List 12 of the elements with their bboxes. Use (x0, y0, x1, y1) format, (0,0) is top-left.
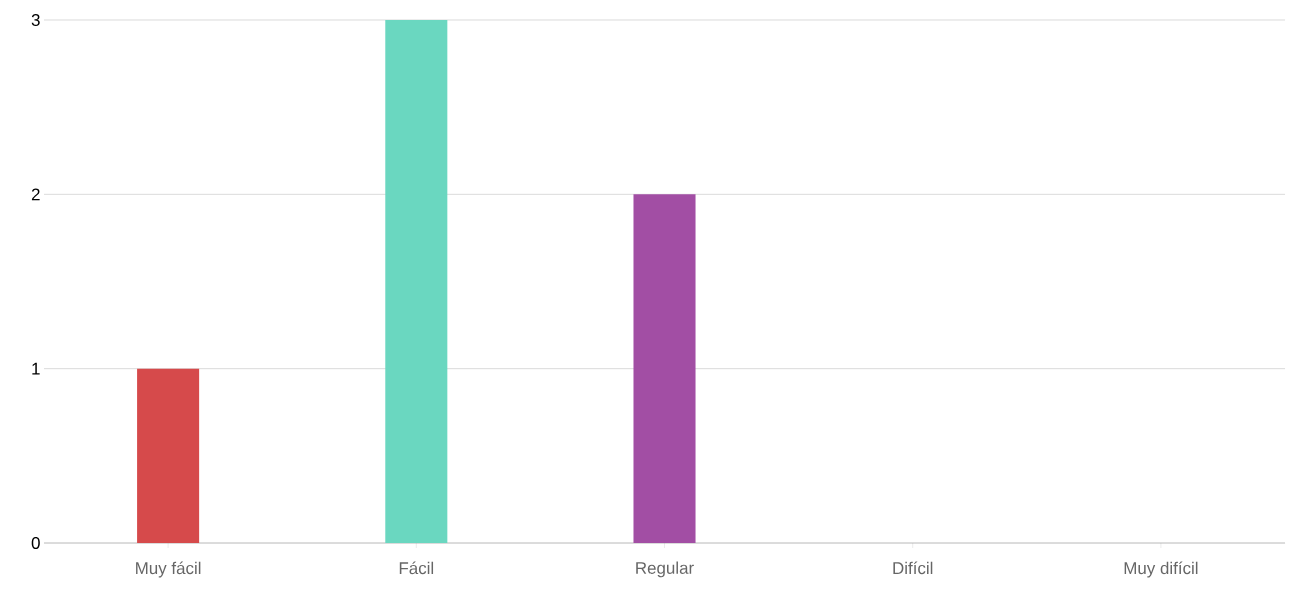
x-tick-label: Fácil (399, 561, 434, 575)
x-tick-label: Difícil (893, 561, 933, 575)
x-tick-label: Muy difícil (1124, 561, 1198, 578)
y-tick-label: 3 (31, 14, 40, 26)
x-tick-label: Regular (636, 561, 694, 578)
y-tick-label: 1 (32, 362, 40, 375)
bar (633, 194, 696, 543)
bar (137, 368, 200, 543)
y-tick-label: 0 (31, 537, 40, 549)
bar (385, 20, 448, 543)
x-tick-label: Muy fácil (136, 561, 201, 578)
y-tick-label: 2 (31, 188, 40, 201)
